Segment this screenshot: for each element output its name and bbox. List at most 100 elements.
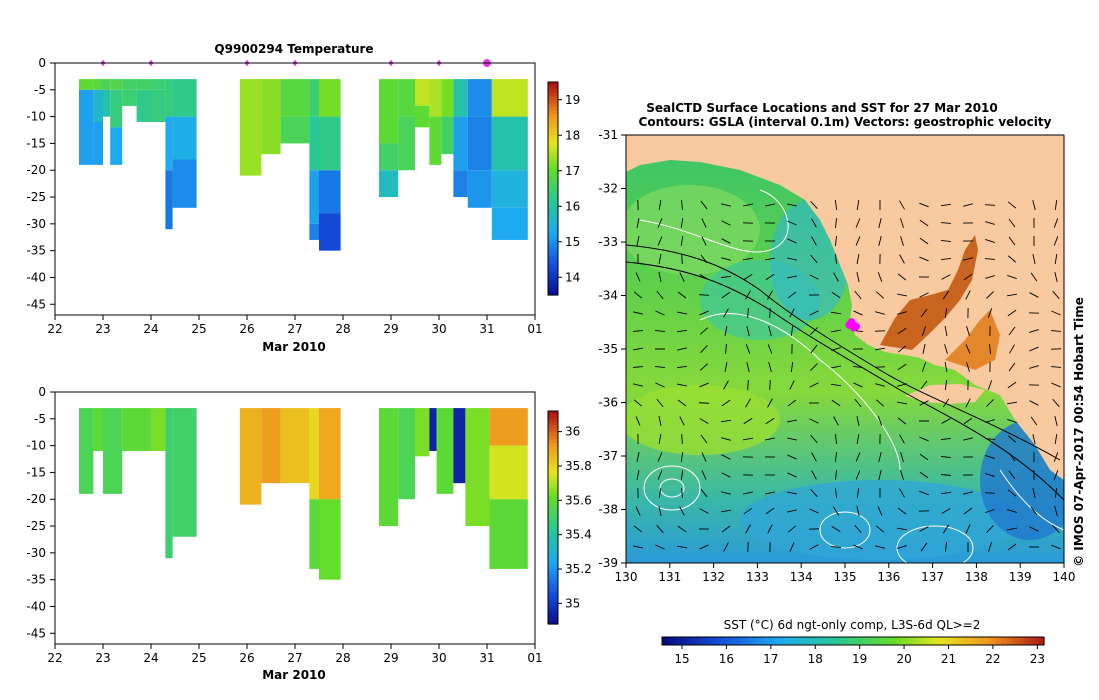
colorbar-swatch: [548, 255, 558, 261]
x-tick-label: 30: [431, 322, 446, 336]
velocity-vector: [986, 399, 994, 407]
profile-cell: [441, 79, 454, 117]
velocity-vector: [1029, 292, 1039, 298]
sst-colorbar-swatch: [800, 637, 806, 645]
profile-cell: [491, 116, 528, 171]
velocity-vector: [920, 380, 928, 390]
velocity-vector: [941, 508, 951, 514]
velocity-vector: [787, 419, 797, 423]
velocity-vector: [963, 203, 973, 207]
colorbar-frame: [547, 81, 559, 296]
y-tick-label: -20: [26, 163, 46, 177]
colorbar-swatch: [548, 174, 558, 179]
velocity-vector: [1009, 344, 1015, 354]
colorbar-swatch: [548, 213, 558, 218]
velocity-vector: [852, 366, 864, 368]
velocity-vector: [767, 344, 773, 354]
velocity-vector: [1053, 218, 1059, 228]
colorbar-swatch: [548, 131, 558, 136]
velocity-vector: [699, 544, 709, 550]
velocity-vector: [656, 290, 664, 300]
velocity-vector: [765, 257, 775, 261]
velocity-vector: [856, 487, 860, 499]
colorbar-swatch: [548, 259, 558, 264]
velocity-vector: [897, 507, 907, 515]
x-tick-label: 23: [95, 651, 110, 665]
colorbar-swatch: [548, 513, 558, 519]
sst-colorbar-swatch: [671, 637, 677, 645]
land-mass: [626, 135, 1064, 480]
profile-cell: [453, 116, 468, 171]
y-tick-label: 0: [38, 56, 46, 70]
imos-credit: © IMOS 07-Apr-2017 00:54 Hobart Time: [1072, 297, 1086, 567]
velocity-vector: [1054, 253, 1058, 265]
colorbar-tick-label: 35.8: [565, 459, 592, 473]
colorbar-tick-label: 36: [565, 425, 580, 439]
colorbar-swatch: [548, 442, 558, 448]
velocity-vector: [633, 545, 643, 549]
velocity-vector: [767, 398, 773, 408]
sst-colorbar-swatch: [943, 637, 950, 645]
velocity-vector: [677, 311, 687, 315]
profile-cell: [415, 105, 430, 128]
profile-cell: [151, 89, 166, 122]
colorbar-swatch: [548, 227, 558, 232]
velocity-vector: [746, 362, 750, 372]
velocity-vector: [676, 365, 688, 369]
profile-cell: [103, 89, 111, 117]
sst-colorbar-swatch: [1020, 637, 1026, 645]
velocity-vector: [681, 253, 683, 265]
velocity-vector: [900, 470, 904, 480]
sst-colorbar-swatch: [747, 637, 754, 645]
colorbar-swatch: [548, 474, 558, 480]
velocity-vector: [984, 258, 996, 260]
profile-cell: [309, 116, 319, 171]
velocity-vector: [1029, 526, 1039, 532]
velocity-vector: [787, 220, 797, 226]
velocity-vector: [940, 203, 952, 207]
velocity-vector: [700, 200, 708, 210]
velocity-vector: [745, 290, 751, 300]
salinity-x-axis-label: Mar 2010: [262, 668, 326, 682]
profile-cell: [319, 213, 341, 251]
x-tick-label: 01: [527, 651, 542, 665]
velocity-vector: [897, 327, 907, 335]
velocity-vector: [745, 398, 751, 408]
spencer-gulf-warm: [880, 235, 978, 350]
velocity-vector: [900, 452, 904, 462]
colorbar-swatch: [548, 266, 558, 271]
velocity-vector: [1052, 398, 1060, 408]
colorbar-swatch: [548, 241, 558, 246]
profile-cell: [172, 79, 197, 117]
temperature-plot-title: Q9900294 Temperature: [214, 42, 373, 56]
colorbar-swatch: [548, 538, 558, 543]
velocity-vector: [831, 291, 841, 299]
sst-colorbar-swatch: [881, 637, 888, 645]
profile-cell: [489, 408, 528, 446]
velocity-vector: [1007, 527, 1017, 531]
sst-colorbar-swatch: [857, 637, 864, 645]
velocity-vector: [768, 362, 772, 372]
colorbar-swatch: [548, 517, 558, 522]
velocity-vector: [699, 418, 709, 424]
bathymetry-line-2: [626, 261, 1064, 501]
profile-cell: [136, 79, 151, 90]
colorbar-swatch: [548, 121, 558, 126]
sst-colorbar-swatch: [662, 637, 668, 645]
map-x-tick-label: 139: [1009, 570, 1032, 584]
sst-colorbar-swatch: [977, 637, 983, 645]
velocity-vector: [721, 291, 731, 299]
velocity-vector: [944, 307, 948, 319]
sst-colorbar-swatch: [728, 637, 735, 645]
colorbar-frame: [547, 410, 559, 625]
sst-colorbar-swatch: [1034, 637, 1040, 645]
velocity-vector: [810, 488, 818, 498]
velocity-vector: [658, 506, 662, 516]
velocity-vector: [919, 256, 929, 262]
velocity-vector: [877, 272, 883, 282]
velocity-vector: [919, 490, 929, 496]
sst-colorbar-swatch: [919, 637, 926, 645]
velocity-vector: [811, 452, 817, 462]
sst-colorbar-swatch: [690, 637, 697, 645]
